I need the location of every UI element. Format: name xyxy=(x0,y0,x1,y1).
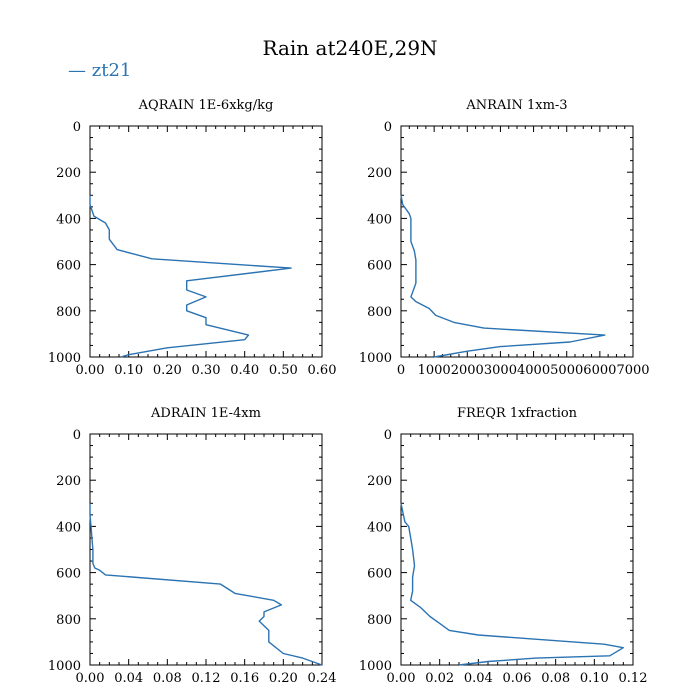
series-line-zt21 xyxy=(400,503,624,666)
x-tick-label: 0.40 xyxy=(230,363,259,378)
chart-panel-4: FREQR 1xfraction 0.00 0.02 0.04 0.06 0.08 0.10… xyxy=(359,406,648,686)
y-tick-label: 1000 xyxy=(359,659,392,674)
x-tick-label: 0.08 xyxy=(541,671,570,686)
panel-title: ADRAIN 1E-4xm xyxy=(150,406,261,421)
plot-frame xyxy=(400,125,634,358)
x-tick-label: 0.04 xyxy=(114,671,143,686)
chart-panel-1: AQRAIN 1E-6xkg/kg 0.00 0.10 0.20 0.30 0.40 0.5… xyxy=(48,98,337,378)
y-tick-label: 600 xyxy=(367,259,392,274)
x-tick-label: 0.20 xyxy=(153,363,182,378)
panel-title: ANRAIN 1xm-3 xyxy=(465,98,567,113)
y-tick-label: 200 xyxy=(367,166,392,181)
x-tick-label: 6000 xyxy=(583,363,616,378)
y-tick-label: 0 xyxy=(73,120,81,135)
y-tick-label: 1000 xyxy=(48,659,81,674)
series-line-zt21 xyxy=(89,503,323,666)
y-tick-label: 200 xyxy=(56,166,81,181)
x-tick-label: 0.02 xyxy=(425,671,454,686)
y-tick-label: 600 xyxy=(56,259,81,274)
y-tick-label: 400 xyxy=(56,212,81,227)
chart-main-title: Rain at240E,29N xyxy=(262,36,438,60)
y-tick-label: 400 xyxy=(56,520,81,535)
legend: — zt21 xyxy=(68,60,131,81)
legend-line-swatch: — xyxy=(68,60,86,81)
y-tick-label: 800 xyxy=(56,305,81,320)
x-tick-label: 3000 xyxy=(484,363,517,378)
plot-frame xyxy=(89,433,323,666)
y-tick-label: 0 xyxy=(73,428,81,443)
x-tick-label: 0.30 xyxy=(192,363,221,378)
x-tick-label: 0.20 xyxy=(269,671,298,686)
x-tick-label: 5000 xyxy=(550,363,583,378)
panel-title: AQRAIN 1E-6xkg/kg xyxy=(138,98,274,113)
y-tick-label: 600 xyxy=(367,567,392,582)
y-tick-label: 400 xyxy=(367,520,392,535)
x-tick-label: 0 xyxy=(397,363,405,378)
y-tick-label: 0 xyxy=(384,120,392,135)
y-tick-label: 200 xyxy=(367,474,392,489)
y-tick-label: 800 xyxy=(56,613,81,628)
x-tick-label: 0.50 xyxy=(269,363,298,378)
x-tick-label: 4000 xyxy=(517,363,550,378)
y-tick-label: 0 xyxy=(384,428,392,443)
x-tick-label: 0.60 xyxy=(308,363,337,378)
series-line-zt21 xyxy=(400,195,606,358)
chart-panel-3: ADRAIN 1E-4xm 0.00 0.04 0.08 0.12 0.16 0.20 0.2… xyxy=(48,406,337,686)
x-tick-label: 0.00 xyxy=(76,671,105,686)
x-tick-label: 0.00 xyxy=(76,363,105,378)
x-tick-label: 0.04 xyxy=(464,671,493,686)
y-tick-label: 800 xyxy=(367,305,392,320)
legend-label: zt21 xyxy=(91,60,132,81)
x-tick-label: 0.12 xyxy=(192,671,221,686)
x-tick-label: 0.00 xyxy=(387,671,416,686)
y-tick-label: 1000 xyxy=(48,351,81,366)
x-tick-label: 0.10 xyxy=(580,671,609,686)
x-tick-label: 0.16 xyxy=(230,671,259,686)
panel-title: FREQR 1xfraction xyxy=(457,406,578,421)
y-tick-label: 1000 xyxy=(359,351,392,366)
plot-frame xyxy=(400,433,634,666)
series-line-zt21 xyxy=(89,195,292,358)
x-tick-label: 0.12 xyxy=(619,671,648,686)
x-tick-label: 0.10 xyxy=(114,363,143,378)
x-tick-label: 0.06 xyxy=(503,671,532,686)
y-tick-label: 600 xyxy=(56,567,81,582)
y-tick-label: 200 xyxy=(56,474,81,489)
x-tick-label: 1000 xyxy=(418,363,451,378)
x-tick-label: 0.24 xyxy=(308,671,337,686)
y-tick-label: 400 xyxy=(367,212,392,227)
y-tick-label: 800 xyxy=(367,613,392,628)
x-tick-label: 2000 xyxy=(451,363,484,378)
chart-panel-2: ANRAIN 1xm-30 1000 2000 3000 4000 5000 6000 700… xyxy=(359,98,650,378)
x-tick-label: 0.08 xyxy=(153,671,182,686)
x-tick-label: 7000 xyxy=(616,363,649,378)
